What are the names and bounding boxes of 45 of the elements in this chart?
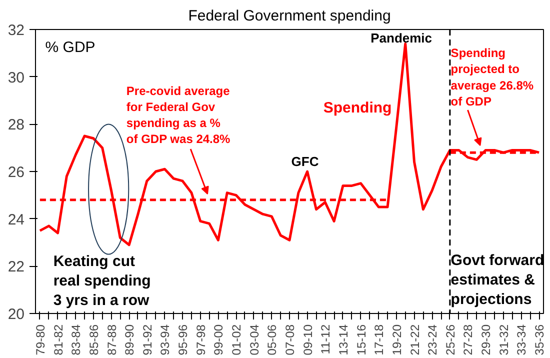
x-tick-label: 21-22: [408, 324, 422, 356]
x-tick-label: 13-14: [336, 324, 350, 356]
x-tick-label: 15-16: [354, 324, 368, 356]
annotation: Pre-covid average for Federal Gov spending as a % of GDP was 24.8%: [126, 84, 231, 146]
x-tick-label: 97-98: [194, 324, 208, 356]
annotation: Pandemic: [370, 30, 432, 46]
x-tick-label: 93-94: [158, 324, 172, 356]
series-label: Spending: [323, 99, 392, 116]
x-tick-label: 25-26: [443, 324, 458, 356]
x-tick-label: 35-36: [532, 324, 547, 356]
x-tick-label: 07-08: [283, 324, 297, 356]
x-tick-label: 85-86: [86, 324, 101, 356]
x-tick-label: 23-24: [426, 324, 440, 356]
annotation: Spending projected to average 26.8% of GDP: [450, 46, 534, 108]
x-tick-label: 27-28: [461, 324, 476, 356]
annotation: Keating cut real spending 3 yrs in a row: [53, 253, 151, 310]
x-tick-label: 91-92: [140, 324, 154, 356]
y-tick-label: 28: [8, 116, 25, 134]
x-tick-label: 29-30: [479, 324, 494, 356]
x-tick-label: 01-02: [230, 324, 244, 356]
y-tick-label: 32: [8, 22, 25, 39]
y-tick-label: 30: [8, 69, 25, 86]
x-tick-label: 81-82: [51, 324, 66, 356]
x-tick-label: 17-18: [372, 324, 386, 356]
x-tick-label: 05-06: [265, 324, 280, 356]
x-tick-label: 99-00: [212, 324, 226, 356]
x-tick-label: 83-84: [69, 324, 84, 356]
x-tick-label: 31-32: [496, 324, 511, 356]
x-tick-label: 03-04: [247, 324, 262, 356]
annotation: Govt forward estimates & projections: [450, 252, 544, 308]
y-tick-label: 26: [8, 164, 25, 181]
x-tick-label: 95-96: [176, 324, 190, 356]
x-tick-label: 89-90: [122, 324, 137, 356]
y-tick-label: 24: [8, 211, 25, 228]
x-tick-label: 33-34: [514, 324, 529, 356]
x-tick-label: 79-80: [33, 324, 48, 356]
x-tick-label: 11-12: [318, 324, 333, 354]
y-tick-label: 20: [8, 306, 25, 323]
x-tick-label: 09-10: [300, 324, 315, 356]
x-tick-label: 19-20: [390, 324, 404, 356]
annotation: GFC: [291, 154, 320, 169]
y-axis-title: % GDP: [45, 38, 96, 56]
x-tick-label: 87-88: [104, 324, 119, 356]
y-tick-label: 22: [8, 258, 25, 276]
chart-title: Federal Government spending: [188, 8, 391, 24]
